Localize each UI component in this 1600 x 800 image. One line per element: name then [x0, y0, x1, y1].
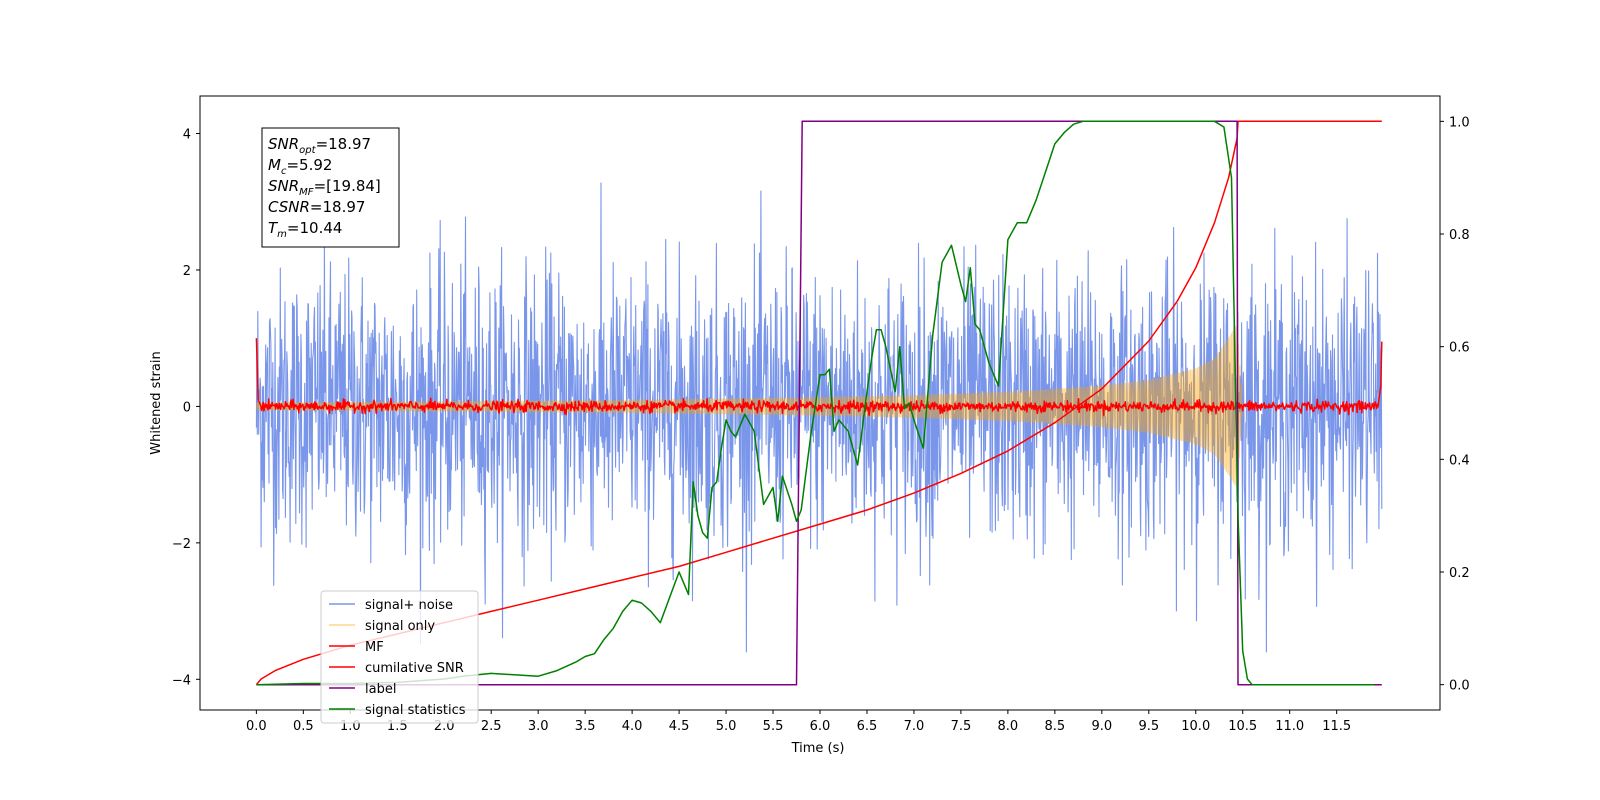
y-axis-label: Whitened strain	[149, 351, 164, 454]
series-signal-noise-line	[255, 182, 1383, 653]
y2-tick-label: 0.4	[1449, 453, 1470, 468]
x-tick-label: 10.5	[1228, 719, 1257, 734]
x-tick-label: 0.0	[246, 719, 267, 734]
info-line: Mc=5.92	[268, 156, 332, 177]
x-tick-label: 7.0	[904, 719, 925, 734]
series-mf-line	[255, 338, 1383, 417]
y-tick-label: 2	[183, 264, 191, 279]
series-signal-statistics-line	[256, 120, 1375, 686]
legend-item: MF	[329, 640, 384, 655]
x-tick-label: 5.5	[763, 719, 784, 734]
y2-tick-label: 0.2	[1449, 566, 1470, 581]
legend-item: signal statistics	[329, 703, 466, 718]
legend-item: label	[329, 682, 396, 697]
x-tick-label: 5.0	[716, 719, 737, 734]
y2-tick-label: 0.8	[1449, 228, 1470, 243]
legend-label: signal+ noise	[365, 598, 453, 613]
x-tick-label: 0.5	[293, 719, 314, 734]
y-tick-label: −4	[172, 673, 191, 688]
legend-item: signal only	[329, 619, 435, 634]
y-tick-label: 4	[183, 128, 191, 143]
x-tick-label: 10.0	[1181, 719, 1210, 734]
legend: signal+ noise signal only MF cumilative SNR…	[320, 590, 479, 724]
legend-label: MF	[365, 640, 384, 655]
legend-item: signal+ noise	[329, 598, 453, 613]
info-line: Tm=10.44	[268, 219, 342, 240]
y-tick-label: 0	[183, 400, 191, 415]
x-tick-label: 8.0	[998, 719, 1019, 734]
x-tick-label: 6.5	[857, 719, 878, 734]
x-tick-label: 3.0	[528, 719, 549, 734]
info-box: SNRopt=18.97Mc=5.92SNRMF=[19.84]CSNR=18.…	[261, 127, 400, 248]
info-line: SNRopt=18.97	[268, 135, 371, 156]
legend-label: signal statistics	[365, 703, 466, 718]
legend-box	[320, 590, 479, 724]
legend-label: cumilative SNR	[365, 661, 464, 676]
y2-tick-label: 0.0	[1449, 679, 1470, 694]
x-tick-label: 9.5	[1138, 719, 1159, 734]
x-tick-label: 7.5	[951, 719, 972, 734]
x-tick-label: 8.5	[1045, 719, 1066, 734]
y2-tick-label: 1.0	[1449, 115, 1470, 130]
x-tick-label: 4.5	[669, 719, 690, 734]
x-tick-label: 11.0	[1275, 719, 1304, 734]
info-line: CSNR=18.97	[268, 198, 365, 216]
info-line: SNRMF=[19.84]	[268, 177, 381, 198]
x-tick-label: 4.0	[622, 719, 643, 734]
x-tick-label: 2.5	[481, 719, 502, 734]
y-axis-right: 0.0 0.2 0.4 0.6 0.8 1.0	[1440, 115, 1470, 694]
x-tick-label: 3.5	[575, 719, 596, 734]
legend-item: cumilative SNR	[329, 661, 464, 676]
x-tick-label: 6.0	[810, 719, 831, 734]
x-axis-label: Time (s)	[791, 741, 845, 756]
x-tick-label: 11.5	[1322, 719, 1351, 734]
y-tick-label: −2	[172, 537, 191, 552]
y-axis-left: −4 −2 0 2 4	[172, 128, 200, 688]
y2-tick-label: 0.6	[1449, 341, 1470, 356]
legend-label: label	[365, 682, 396, 697]
x-tick-label: 9.0	[1091, 719, 1112, 734]
legend-label: signal only	[365, 619, 435, 634]
